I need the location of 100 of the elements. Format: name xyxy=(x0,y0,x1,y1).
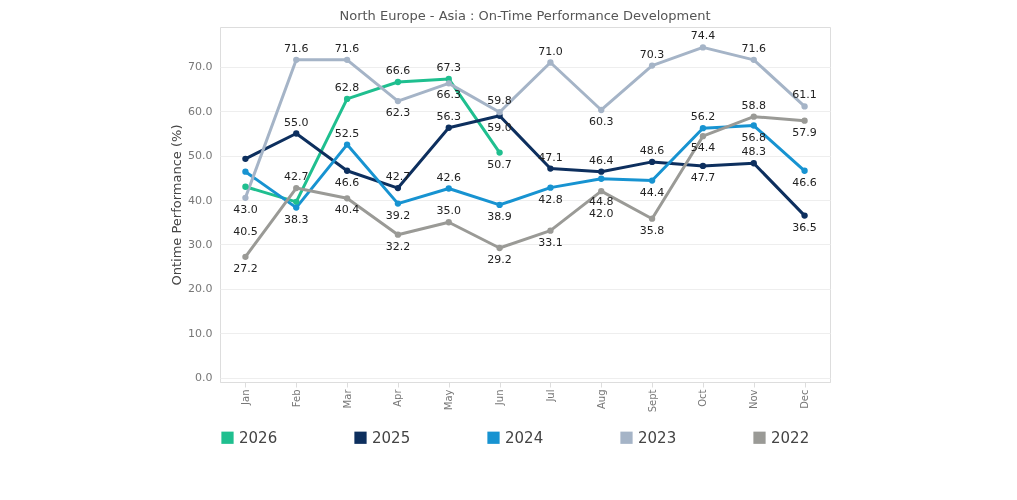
data-label: 71.6 xyxy=(741,41,766,55)
data-label: 57.9 xyxy=(792,125,817,139)
y-tick-label: 40.0 xyxy=(188,193,213,207)
point xyxy=(242,194,249,201)
x-tick-label: Jun xyxy=(494,389,506,407)
data-label: 50.7 xyxy=(487,157,512,171)
x-tick-label: Nov xyxy=(748,389,760,410)
data-label: 44.4 xyxy=(639,185,665,199)
data-label: 66.3 xyxy=(436,88,461,102)
y-tick-label: 30.0 xyxy=(188,237,213,251)
legend-label: 2025 xyxy=(372,428,411,447)
data-label: 62.3 xyxy=(385,106,411,120)
data-label: 54.4 xyxy=(690,141,716,155)
point xyxy=(343,195,351,202)
point xyxy=(394,184,402,192)
point xyxy=(445,185,452,192)
y-axis-title: Ontime Performance (%) xyxy=(169,124,185,286)
point xyxy=(598,175,605,182)
x-tick-label: Oct xyxy=(697,389,709,407)
data-label: 71.0 xyxy=(538,44,563,58)
data-label: 44.8 xyxy=(589,194,614,208)
data-label: 58.8 xyxy=(741,98,766,112)
point xyxy=(648,215,656,222)
x-tick-label: May xyxy=(443,389,455,411)
data-label: 56.2 xyxy=(690,110,716,124)
y-tick-label: 50.0 xyxy=(188,149,213,163)
x-tick-label: Sept xyxy=(646,389,658,413)
point xyxy=(547,227,554,234)
point xyxy=(496,244,503,252)
data-label: 56.3 xyxy=(436,109,461,123)
x-tick-label: Feb xyxy=(290,389,302,408)
data-label: 33.1 xyxy=(538,235,563,249)
point xyxy=(699,125,707,132)
data-label: 40.5 xyxy=(233,224,258,238)
data-label: 36.5 xyxy=(792,220,817,234)
point xyxy=(293,198,300,205)
point xyxy=(343,56,351,63)
data-label: 60.3 xyxy=(589,114,614,128)
x-tick-label: Jul xyxy=(544,389,556,403)
point xyxy=(547,59,554,66)
point xyxy=(699,162,707,170)
y-tick-label: 60.0 xyxy=(188,104,213,118)
data-label: 46.6 xyxy=(792,175,817,189)
point xyxy=(242,168,249,175)
point xyxy=(547,184,554,191)
point xyxy=(598,168,605,175)
point xyxy=(598,106,605,114)
point xyxy=(801,167,808,174)
data-label: 32.2 xyxy=(385,239,411,253)
legend-label: 2023 xyxy=(638,428,677,447)
data-label: 48.6 xyxy=(639,143,665,157)
data-label: 59.8 xyxy=(487,94,512,108)
point xyxy=(699,44,707,51)
point xyxy=(750,122,757,129)
point xyxy=(394,200,402,207)
data-label: 55.0 xyxy=(284,115,309,129)
data-label: 66.6 xyxy=(385,64,411,78)
point xyxy=(750,113,757,120)
data-label: 67.3 xyxy=(436,60,461,74)
legend-label: 2022 xyxy=(771,428,810,447)
data-label: 46.6 xyxy=(334,175,360,189)
point xyxy=(242,183,249,190)
data-label: 38.3 xyxy=(284,212,309,226)
data-label: 39.2 xyxy=(385,208,411,222)
point xyxy=(445,124,452,131)
point xyxy=(293,56,300,63)
data-label: 56.8 xyxy=(741,130,766,144)
y-tick-label: 0.0 xyxy=(195,371,213,385)
x-tick-label: Apr xyxy=(392,388,404,407)
point xyxy=(343,95,351,103)
data-label: 52.5 xyxy=(334,126,360,140)
point xyxy=(801,103,808,110)
data-label: 38.9 xyxy=(487,209,512,223)
point xyxy=(699,133,707,140)
x-tick-label: Mar xyxy=(341,388,353,409)
data-label: 40.4 xyxy=(334,203,360,217)
data-label: 42.6 xyxy=(436,170,461,184)
y-tick-label: 10.0 xyxy=(188,326,213,340)
point xyxy=(394,78,402,86)
data-label: 61.1 xyxy=(792,88,817,102)
data-label: 71.6 xyxy=(284,41,309,55)
data-label: 29.2 xyxy=(487,252,512,266)
point xyxy=(648,177,656,184)
data-label: 35.8 xyxy=(639,223,665,237)
data-label: 42.7 xyxy=(284,170,309,184)
data-label: 74.4 xyxy=(690,29,716,43)
point xyxy=(750,160,757,167)
point xyxy=(445,219,452,226)
legend-label: 2024 xyxy=(505,428,544,447)
y-tick-label: 20.0 xyxy=(188,282,213,296)
point xyxy=(648,62,656,69)
point xyxy=(343,167,351,174)
point xyxy=(750,56,757,63)
point xyxy=(547,165,554,172)
point xyxy=(445,80,452,87)
point xyxy=(496,201,503,209)
y-tick-label: 70.0 xyxy=(188,60,213,74)
data-label: 48.3 xyxy=(741,145,766,159)
data-label: 35.0 xyxy=(436,204,461,218)
x-tick-label: Jan xyxy=(239,389,251,406)
